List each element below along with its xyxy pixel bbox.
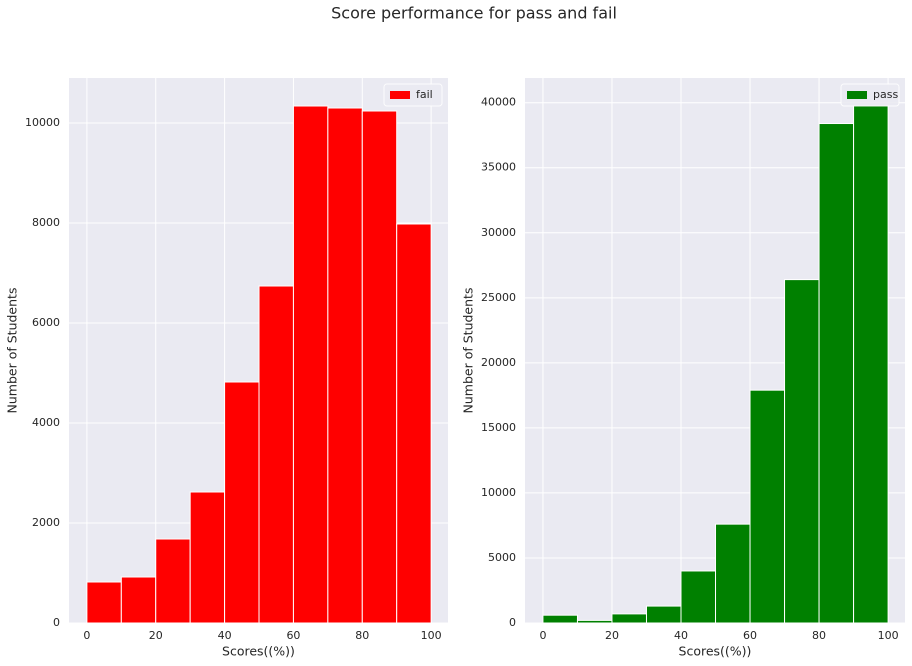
histogram-bar [224,381,260,624]
x-axis-label: Scores((%)) [679,644,752,659]
legend-swatch [390,91,410,99]
y-tick-label: 30000 [481,226,516,239]
x-tick-label: 100 [878,629,899,642]
y-tick-label: 10000 [25,116,60,129]
x-tick-label: 40 [218,629,232,642]
y-tick-label: 6000 [32,316,60,329]
y-tick-label: 40000 [481,96,516,109]
histogram-bar [576,619,613,624]
histogram-bar [853,104,889,624]
histogram-bar [327,107,363,624]
x-tick-label: 80 [355,629,369,642]
legend-label: pass [873,88,898,101]
x-tick-label: 20 [149,629,163,642]
x-tick-label: 40 [674,629,688,642]
x-tick-label: 0 [83,629,90,642]
y-tick-label: 35000 [481,161,516,174]
histogram-bar [120,576,157,624]
y-tick-label: 20000 [481,356,516,369]
histogram-bar [155,538,191,624]
y-tick-label: 15000 [481,421,516,434]
histogram-bar [645,605,682,624]
y-axis-label: Number of Students [5,288,20,414]
histogram-bar [818,123,855,624]
x-tick-label: 20 [605,629,619,642]
histogram-bar [258,285,294,624]
y-tick-label: 5000 [488,551,516,564]
x-tick-label: 80 [812,629,826,642]
y-axis-label: Number of Students [461,288,476,414]
y-tick-label: 2000 [32,516,60,529]
x-tick-label: 0 [539,629,546,642]
histogram-bar [542,614,578,624]
y-tick-label: 0 [509,616,516,629]
legend-swatch [847,91,867,99]
legend-label: fail [416,88,433,101]
y-tick-label: 0 [53,616,60,629]
histogram-bar [86,581,122,624]
y-tick-label: 25000 [481,291,516,304]
histogram-bar [784,279,820,624]
y-tick-label: 4000 [32,416,60,429]
x-tick-label: 60 [743,629,757,642]
x-axis-label: Scores((%)) [222,644,295,659]
histogram-bar [361,110,398,624]
histogram-bar [680,570,717,624]
legend-box [383,83,443,107]
histogram-bar [715,523,751,624]
histogram-bar [396,223,432,624]
histogram-bar [189,491,226,624]
histogram-bar [611,613,647,624]
y-tick-label: 10000 [481,486,516,499]
x-tick-label: 100 [421,629,442,642]
histogram-bar [292,105,329,624]
histogram-bar [749,389,786,624]
legend-box [840,83,900,107]
x-tick-label: 60 [286,629,300,642]
figure-title: Score performance for pass and fail [331,4,617,23]
y-tick-label: 8000 [32,216,60,229]
